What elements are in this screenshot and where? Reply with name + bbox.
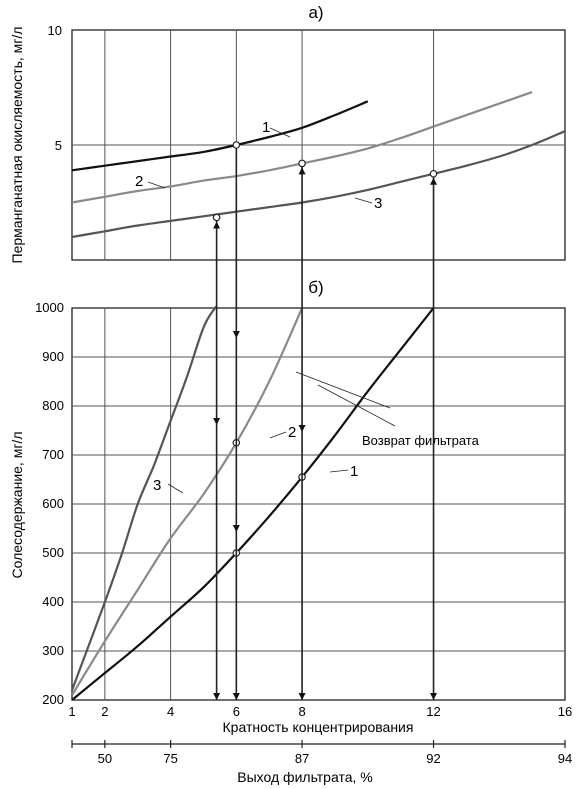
panel-b-series-3-line [70,305,218,691]
arrowhead [213,693,221,700]
panel-a-ylabel: Перманганатная окисляемость, мг/л [9,27,25,264]
panel-b-ytick: 400 [42,594,64,609]
panel-a-series [71,91,566,239]
panel-b-series-2-line [71,307,304,696]
arrowhead [298,693,306,700]
secondary-axis-ticks: 50 75 87 92 94 [71,740,572,766]
secondary-axis-tick-label: 92 [426,751,440,766]
panel-a-marker-series-3 [212,213,221,222]
arrowhead [298,425,306,432]
panel-a-series-3-line [71,130,566,239]
panel-b-xtick: 2 [101,704,108,719]
panel-a-leader-3 [354,197,373,204]
secondary-axis-tick-label: 50 [98,751,112,766]
panel-b-ytick: 200 [42,692,64,707]
panel-a-marker-series-3 [429,169,438,178]
arrowhead [232,693,240,700]
panel-b-xtick: 6 [233,704,240,719]
panel-a-ytick-10: 10 [48,23,62,38]
panel-b-curve-label-3: 3 [153,477,161,494]
panel-a-curve-label-2: 2 [135,173,143,190]
panel-b-leader-2 [269,431,287,439]
panel-b-curve-label-1: 1 [350,463,358,480]
panel-a-leader-2 [147,181,166,189]
secondary-axis-label: Выход фильтрата, % [237,769,372,785]
panel-b-leader-3 [167,483,184,494]
panel-b-xlabel: Кратность концентрирования [223,719,414,735]
panel-a: а) 10 5 Перманганатная окисляемость, мг/… [9,3,566,264]
panel-a-label: а) [308,3,323,22]
vertical-arrows [213,148,438,700]
panel-a-marker-series-1 [232,141,241,149]
panel-a-ytick-5: 5 [55,138,62,153]
panel-b-series [70,305,435,701]
secondary-axis: 50 75 87 92 94 Выход фильтрата, % [71,740,572,785]
panel-b-series-1-line [71,307,435,701]
panel-b-leader-1 [329,469,349,473]
arrowhead [298,167,306,175]
panel-b-xtick: 16 [558,704,572,719]
secondary-axis-tick-label: 87 [295,751,309,766]
panel-b-ytick: 1000 [35,300,64,315]
arrowhead [430,693,438,700]
panel-b-ytick: 900 [42,349,64,364]
panel-a-series-1-line [71,100,369,172]
panel-b-ytick: 600 [42,496,64,511]
arrowhead [213,418,221,425]
arrowhead [430,177,438,185]
panel-b-xtick: 8 [298,704,305,719]
secondary-axis-tick-label: 75 [163,751,177,766]
panel-a-grid [72,30,565,260]
panel-b-xtick: 4 [167,704,174,719]
panel-a-marker-series-2 [298,159,306,168]
panel-a-curve-label-1: 1 [262,119,270,136]
panel-b-label: б) [308,278,323,297]
panel-b-ytick: 300 [42,643,64,658]
panel-b-ytick: 500 [42,545,64,560]
arrowhead [213,221,221,229]
secondary-axis-tick-label: 94 [558,751,572,766]
panel-b-curve-label-2: 2 [288,424,296,441]
annotation-filtrate-return: Возврат фильтрата [362,433,480,448]
panel-b-xtick: 1 [68,704,75,719]
panel-a-curve-label-3: 3 [374,195,382,212]
annotation-leader-b [317,384,396,427]
annotation-leader-a [295,371,391,409]
panel-b-ylabel: Солесодержание, мг/л [9,432,25,579]
panel-b-ytick: 800 [42,398,64,413]
panel-a-leader-1 [269,127,291,138]
panel-b-ytick: 700 [42,447,64,462]
panel-b-grid [72,308,565,700]
panel-b-xtick: 12 [426,704,440,719]
arrowhead [232,525,240,532]
arrowhead [232,331,240,338]
